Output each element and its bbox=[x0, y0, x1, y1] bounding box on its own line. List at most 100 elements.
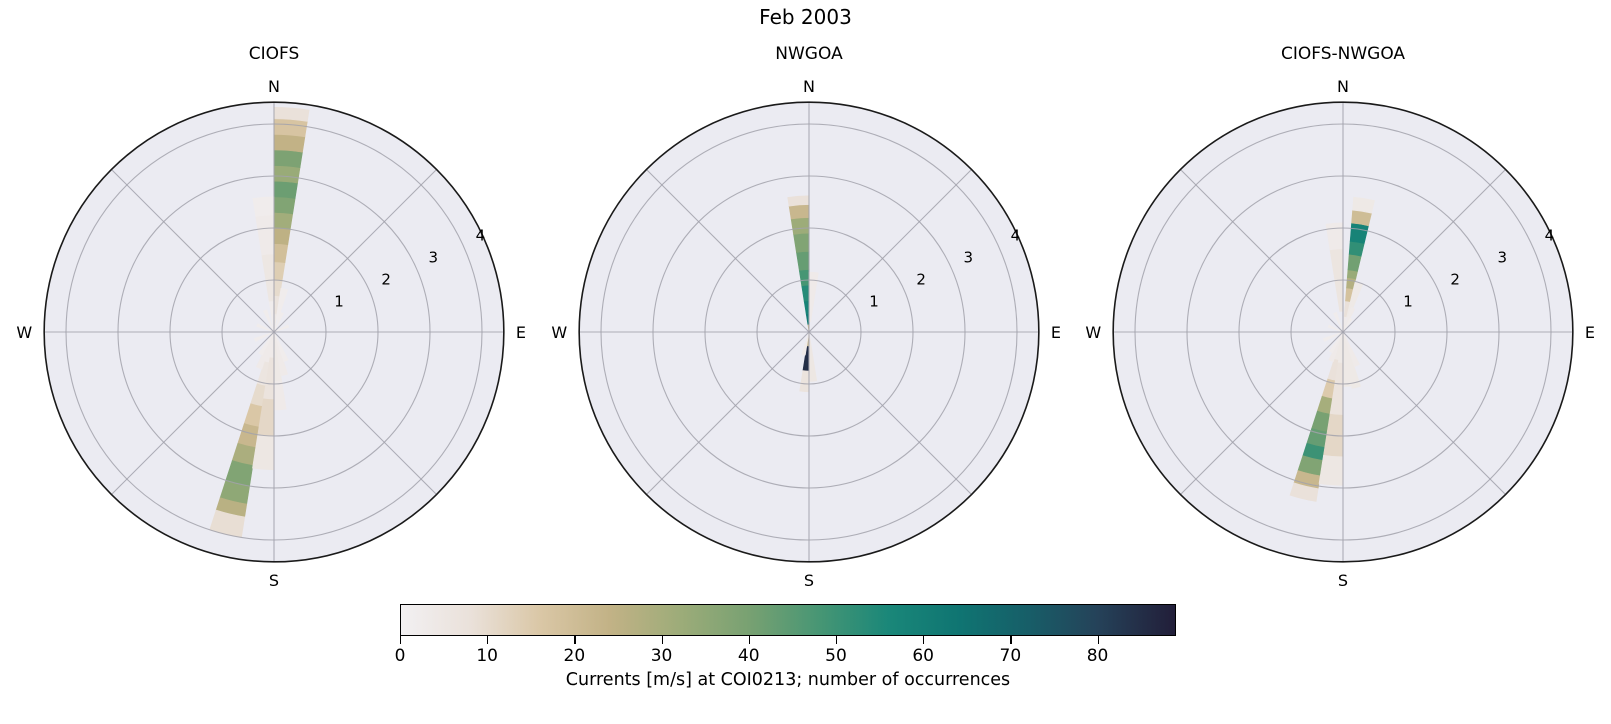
colorbar-tick-label: 50 bbox=[825, 646, 847, 666]
colorbar-tick-label: 40 bbox=[737, 646, 760, 666]
wedge-segment bbox=[252, 196, 275, 217]
windrose-plot-nwgoa: N E S W 1 2 3 4 bbox=[551, 77, 1061, 590]
wedge-segment bbox=[1342, 331, 1360, 367]
wedge-segment bbox=[262, 309, 275, 333]
colorbar-tick-mark bbox=[748, 636, 750, 644]
wedge-segment bbox=[253, 331, 275, 342]
colorbar-tick-label: 0 bbox=[394, 646, 406, 666]
r-tick-label: 1 bbox=[869, 293, 879, 311]
compass-label-n: N bbox=[803, 77, 815, 96]
windrose-ciofs-nwgoa: CIOFS-NWGOA N E S W 1 2 3 4 bbox=[1083, 44, 1603, 592]
windrose-ciofs: CIOFS N E S W 1 2 3 4 bbox=[14, 44, 534, 592]
subplot-title-ciofs-nwgoa: CIOFS-NWGOA bbox=[1280, 44, 1406, 64]
colorbar-gradient bbox=[400, 604, 1176, 636]
colorbar-tick-label: 10 bbox=[476, 646, 499, 666]
wedge-segment bbox=[1352, 196, 1375, 214]
compass-label-n: N bbox=[1337, 77, 1349, 96]
wedge-segment bbox=[256, 323, 275, 333]
compass-label-s: S bbox=[269, 571, 279, 590]
polar-spoke bbox=[1342, 169, 1506, 333]
colorbar: 0 10 20 30 40 50 60 70 80 Currents [m/s] at COI0… bbox=[395, 604, 1176, 690]
r-tick-label: 3 bbox=[964, 249, 974, 267]
polar-spoke bbox=[273, 331, 437, 495]
r-tick-label: 2 bbox=[381, 271, 391, 289]
colorbar-tick-mark bbox=[574, 636, 576, 644]
windrose-plot-ciofs-nwgoa: N E S W 1 2 3 4 bbox=[1085, 77, 1595, 590]
r-tick-label: 2 bbox=[916, 271, 926, 289]
wedge-segment bbox=[1333, 311, 1344, 333]
compass-label-n: N bbox=[268, 77, 280, 96]
polar-spoke bbox=[273, 169, 437, 333]
wedge-segment bbox=[273, 196, 296, 215]
colorbar-tick-label: 20 bbox=[563, 646, 586, 666]
compass-label-w: W bbox=[1085, 323, 1101, 342]
wedge-segment bbox=[275, 288, 289, 321]
wedge-segment bbox=[801, 331, 810, 356]
wedge-segment bbox=[1318, 454, 1344, 486]
wedge-segment bbox=[258, 331, 275, 356]
colorbar-tick-label: 30 bbox=[650, 646, 673, 666]
wedge-segment bbox=[1327, 324, 1344, 333]
r-tick-label: 3 bbox=[1498, 249, 1508, 267]
colorbar-tick-mark bbox=[1010, 636, 1012, 644]
polar-spoke bbox=[646, 331, 810, 495]
colorbar-tick-mark bbox=[923, 636, 925, 644]
colorbar-tick-label: 80 bbox=[1086, 646, 1109, 666]
r-tick-label: 2 bbox=[1450, 271, 1460, 289]
wedge-segment bbox=[273, 149, 303, 168]
wedge-segment bbox=[1322, 331, 1344, 342]
r-tick-label: 4 bbox=[1545, 227, 1555, 245]
wedge-segment bbox=[273, 227, 291, 246]
r-tick-label: 4 bbox=[1011, 227, 1021, 245]
wedge-segment bbox=[1342, 317, 1353, 333]
subplot-title-nwgoa: NWGOA bbox=[775, 44, 843, 64]
wedge-segment bbox=[273, 118, 308, 138]
subplot-title-ciofs: CIOFS bbox=[248, 44, 300, 64]
compass-label-s: S bbox=[804, 571, 814, 590]
wedge-segment bbox=[273, 165, 301, 184]
polar-spoke bbox=[1342, 331, 1506, 495]
polar-spoke bbox=[111, 169, 275, 333]
figure-title: Feb 2003 bbox=[759, 5, 852, 29]
colorbar-tick-mark bbox=[487, 636, 489, 644]
wedge-segment bbox=[787, 195, 810, 207]
compass-label-e: E bbox=[1051, 323, 1061, 342]
wedge-segment bbox=[799, 370, 810, 393]
wedge-segment bbox=[273, 212, 294, 230]
compass-label-w: W bbox=[551, 323, 567, 342]
compass-label-e: E bbox=[516, 323, 526, 342]
compass-label-w: W bbox=[16, 323, 32, 342]
wedge-segment bbox=[790, 217, 810, 235]
polar-spoke bbox=[1180, 169, 1344, 333]
compass-label-e: E bbox=[1585, 323, 1595, 342]
wedge-segment bbox=[1289, 482, 1319, 502]
colorbar-tick-mark bbox=[400, 636, 402, 644]
windrose-plot-ciofs: N E S W 1 2 3 4 bbox=[16, 77, 526, 590]
wedge-segment bbox=[788, 204, 810, 220]
polar-spine bbox=[43, 101, 505, 563]
polar-spoke bbox=[111, 331, 275, 495]
wedge-segment bbox=[793, 232, 810, 253]
polar-spoke bbox=[808, 331, 972, 495]
colorbar-tick-label: 70 bbox=[999, 646, 1022, 666]
r-tick-label: 3 bbox=[429, 249, 439, 267]
r-tick-label: 1 bbox=[334, 293, 344, 311]
r-tick-label: 4 bbox=[476, 227, 486, 245]
compass-label-s: S bbox=[1338, 571, 1348, 590]
windrose-nwgoa: NWGOA N E S W 1 2 3 4 bbox=[549, 44, 1069, 592]
wedge-segment bbox=[1348, 240, 1365, 257]
polar-spoke bbox=[808, 169, 972, 333]
polar-spoke bbox=[646, 169, 810, 333]
colorbar-tick-mark bbox=[835, 636, 838, 644]
polar-spine bbox=[578, 101, 1040, 563]
wedge-segment bbox=[273, 324, 290, 333]
colorbar-tick-mark bbox=[1097, 636, 1099, 644]
colorbar-label: Currents [m/s] at COI0213; number of occ… bbox=[565, 670, 1011, 690]
wedge-segment bbox=[273, 134, 306, 153]
wedge-segment bbox=[273, 311, 284, 333]
wedge-segment bbox=[1328, 331, 1344, 354]
polar-spoke bbox=[1180, 331, 1344, 495]
colorbar-tick-mark bbox=[661, 636, 663, 644]
colorbar-tick-label: 60 bbox=[912, 646, 934, 666]
